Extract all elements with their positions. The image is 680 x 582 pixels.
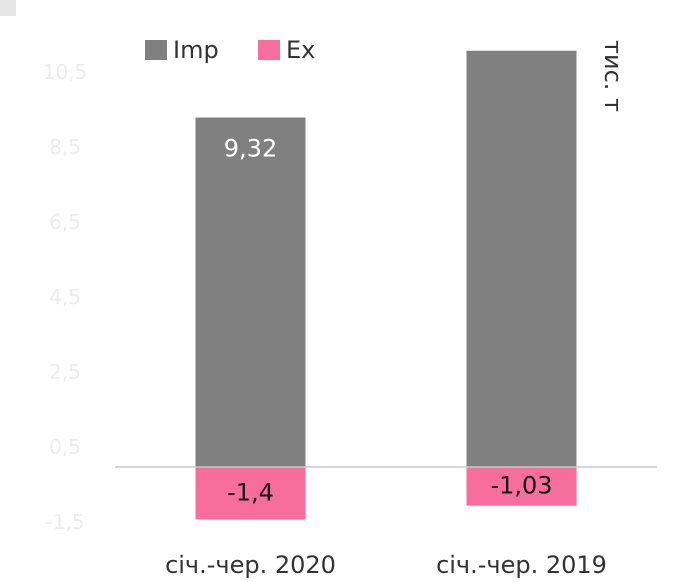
x-tick-label: січ.-чер. 2020 — [165, 551, 336, 579]
legend-label: Ex — [286, 36, 315, 64]
y-tick-label: 10,5 — [43, 60, 88, 84]
y-tick-label: -1,5 — [45, 510, 84, 534]
data-label: -1,4 — [227, 478, 274, 506]
y-tick-label: 6,5 — [49, 210, 81, 234]
y-tick-label: 4,5 — [49, 285, 81, 309]
y-tick-label: 8,5 — [49, 135, 81, 159]
bar — [195, 467, 306, 520]
bar — [466, 50, 577, 467]
bar — [466, 467, 577, 506]
unit-label: тис. т — [599, 40, 627, 112]
x-tick-label: січ.-чер. 2019 — [436, 551, 607, 579]
y-tick-label: 2,5 — [49, 360, 81, 384]
y-tick-label: 0,5 — [49, 435, 81, 459]
data-label: -1,03 — [490, 471, 552, 499]
data-label: 9,32 — [224, 135, 277, 163]
bar — [195, 117, 306, 467]
legend-swatch — [145, 40, 167, 60]
corner — [0, 0, 16, 16]
legend-label: Imp — [173, 36, 219, 64]
legend-swatch — [258, 40, 280, 60]
